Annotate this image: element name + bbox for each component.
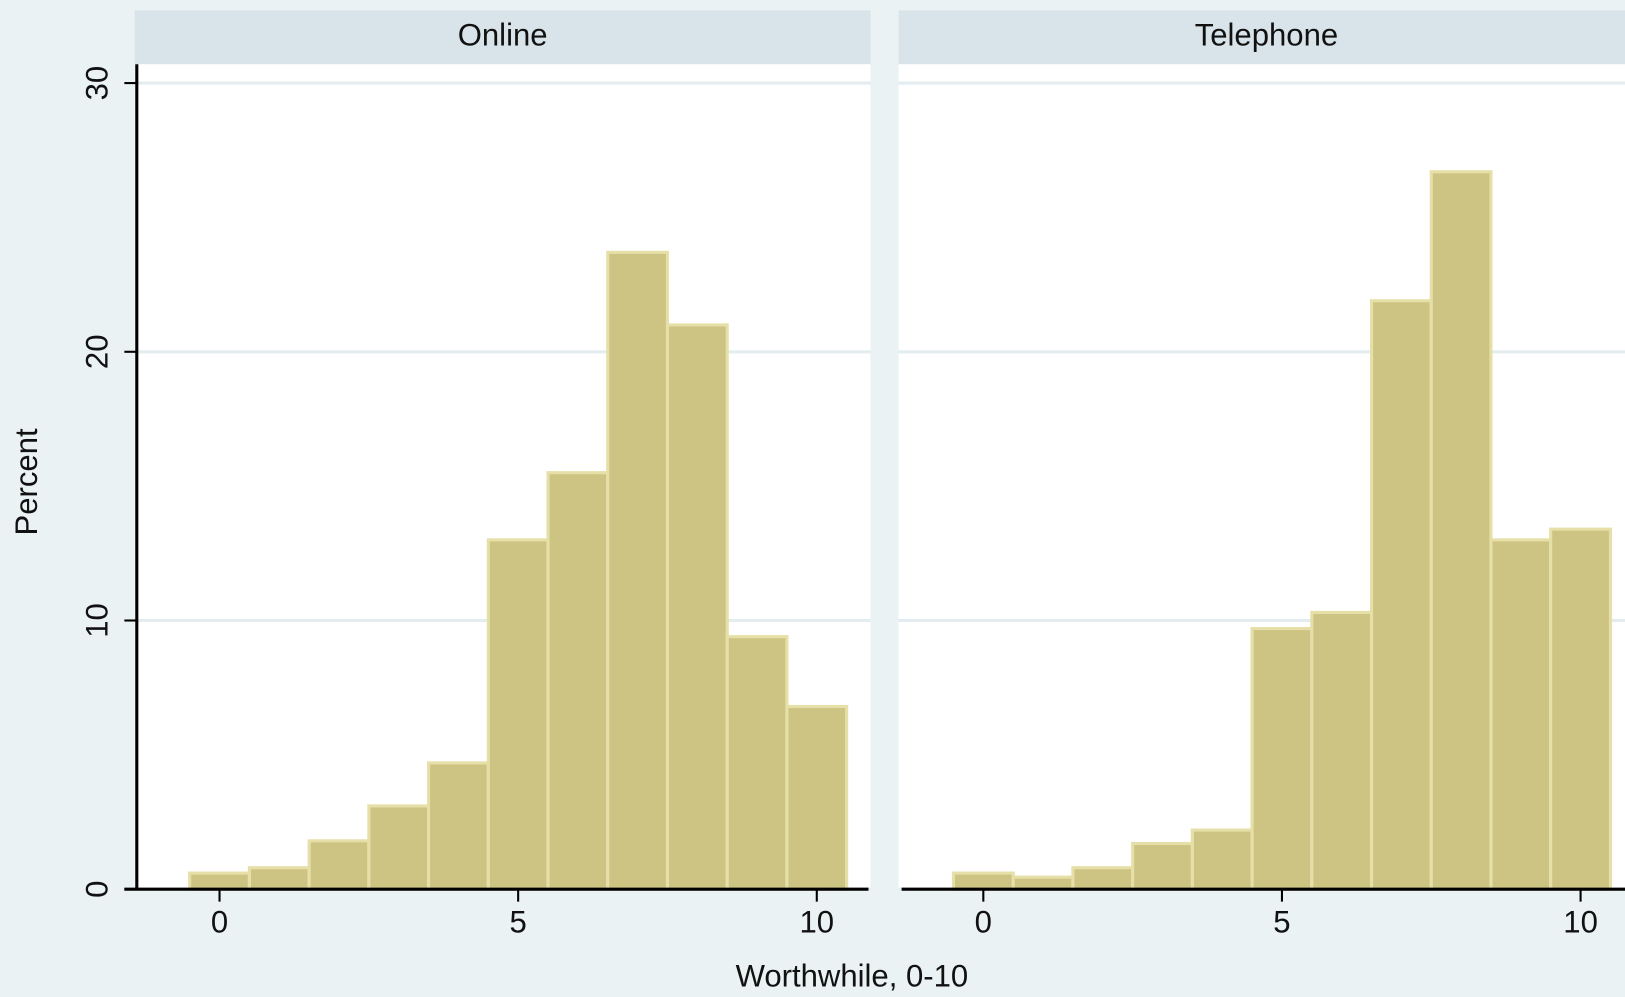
bar (1250, 627, 1314, 891)
panel-title: Online (458, 18, 548, 53)
bar (1429, 170, 1493, 891)
panel-header (134, 10, 871, 65)
bar (785, 704, 849, 891)
bar (188, 871, 251, 891)
panel-title: Telephone (1195, 18, 1338, 53)
x-tick-label: 0 (975, 905, 992, 940)
bar (367, 804, 431, 891)
y-tick-label: 0 (80, 881, 115, 898)
x-tick-label: 5 (1273, 905, 1290, 940)
bar (1131, 841, 1194, 891)
bar (665, 323, 729, 891)
bar (307, 839, 371, 891)
bar (1011, 875, 1075, 891)
bar (546, 471, 610, 891)
x-tick-label: 10 (1563, 905, 1598, 940)
bar (486, 538, 550, 891)
panel-header (898, 10, 1625, 65)
bar (1489, 538, 1553, 891)
bar (427, 761, 490, 891)
bar (951, 871, 1015, 891)
x-tick-label: 10 (799, 905, 834, 940)
y-tick-label: 10 (80, 603, 115, 638)
y-tick-label: 20 (80, 334, 115, 369)
bar (1071, 866, 1135, 891)
bar (1190, 828, 1254, 891)
x-axis-label: Worthwhile, 0-10 (736, 959, 969, 994)
bar (247, 866, 311, 891)
bar (725, 635, 789, 891)
x-tick-label: 5 (510, 905, 527, 940)
bar (1369, 299, 1433, 891)
y-tick-label: 30 (80, 66, 115, 101)
bar (606, 250, 670, 891)
x-tick-label: 0 (211, 905, 228, 940)
bar (1310, 610, 1374, 891)
bar (1549, 527, 1612, 891)
y-axis-label: Percent (9, 428, 44, 535)
